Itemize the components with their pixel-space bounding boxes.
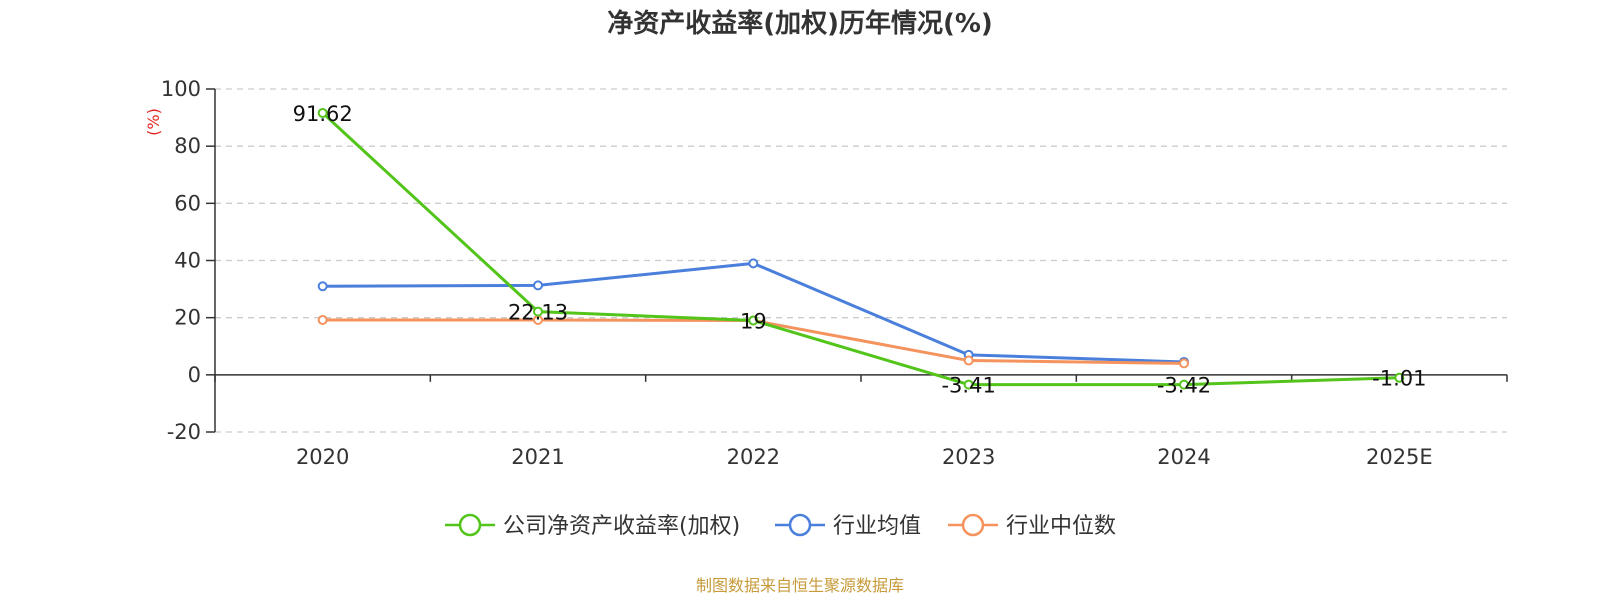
axes: -20 0 20 40 60 80 100 2020 2021 2022 2023 2024 2025E	[161, 77, 1508, 469]
series-line	[321, 111, 1400, 387]
data-point	[1179, 358, 1189, 369]
data-label: -3.41	[941, 374, 995, 398]
x-tick-label: 2022	[727, 445, 780, 469]
legend-item[interactable]: 公司净资产收益率(加权)	[445, 513, 740, 539]
data-point	[533, 280, 543, 291]
legend-label: 行业中位数	[1006, 514, 1116, 539]
x-tick-label: 2021	[511, 445, 564, 469]
y-tick-label: 20	[174, 306, 201, 330]
source-note: 制图数据来自恒生聚源数据库	[696, 576, 904, 595]
y-tick-label: 100	[161, 77, 201, 101]
data-point	[317, 281, 328, 292]
series	[317, 107, 1405, 390]
legend-circle-icon	[458, 513, 482, 537]
legend-label: 行业均值	[833, 514, 921, 539]
data-point	[963, 355, 974, 366]
data-point	[748, 258, 759, 269]
x-tick-label: 2020	[296, 445, 349, 469]
data-label: -3.42	[1157, 374, 1211, 398]
y-tick-label: -20	[167, 420, 201, 444]
legend[interactable]: 公司净资产收益率(加权) 行业均值 行业中位数	[445, 513, 1116, 539]
data-point	[963, 379, 974, 390]
data-label: -1.01	[1372, 367, 1426, 391]
x-tick-label: 2025E	[1366, 445, 1433, 469]
data-point	[1179, 379, 1189, 390]
legend-label: 公司净资产收益率(加权)	[503, 514, 740, 539]
data-label: 19	[740, 310, 767, 334]
data-point	[748, 315, 759, 326]
data-label: 91.62	[293, 102, 353, 126]
data-label: 22.13	[508, 301, 568, 325]
x-tick-label: 2024	[1157, 445, 1210, 469]
data-point	[533, 306, 543, 317]
y-tick-label: 60	[174, 191, 201, 215]
data-labels: 91.62 22.13 19 -3.41 -3.42 -1.01	[293, 102, 1427, 398]
y-tick-label: 0	[188, 363, 201, 387]
y-axis-label: (%)	[144, 108, 163, 136]
y-tick-label: 40	[174, 249, 201, 273]
legend-item[interactable]: 行业中位数	[948, 513, 1116, 539]
chart-title: 净资产收益率(加权)历年情况(%)	[607, 8, 993, 39]
legend-item[interactable]: 行业均值	[775, 513, 921, 539]
data-point	[317, 107, 328, 118]
series-0	[317, 107, 1405, 390]
data-point	[317, 314, 328, 325]
data-point	[1394, 372, 1405, 383]
y-tick-label: 80	[174, 134, 201, 158]
x-tick-label: 2023	[942, 445, 995, 469]
legend-circle-icon	[788, 513, 812, 537]
legend-circle-icon	[961, 513, 985, 537]
